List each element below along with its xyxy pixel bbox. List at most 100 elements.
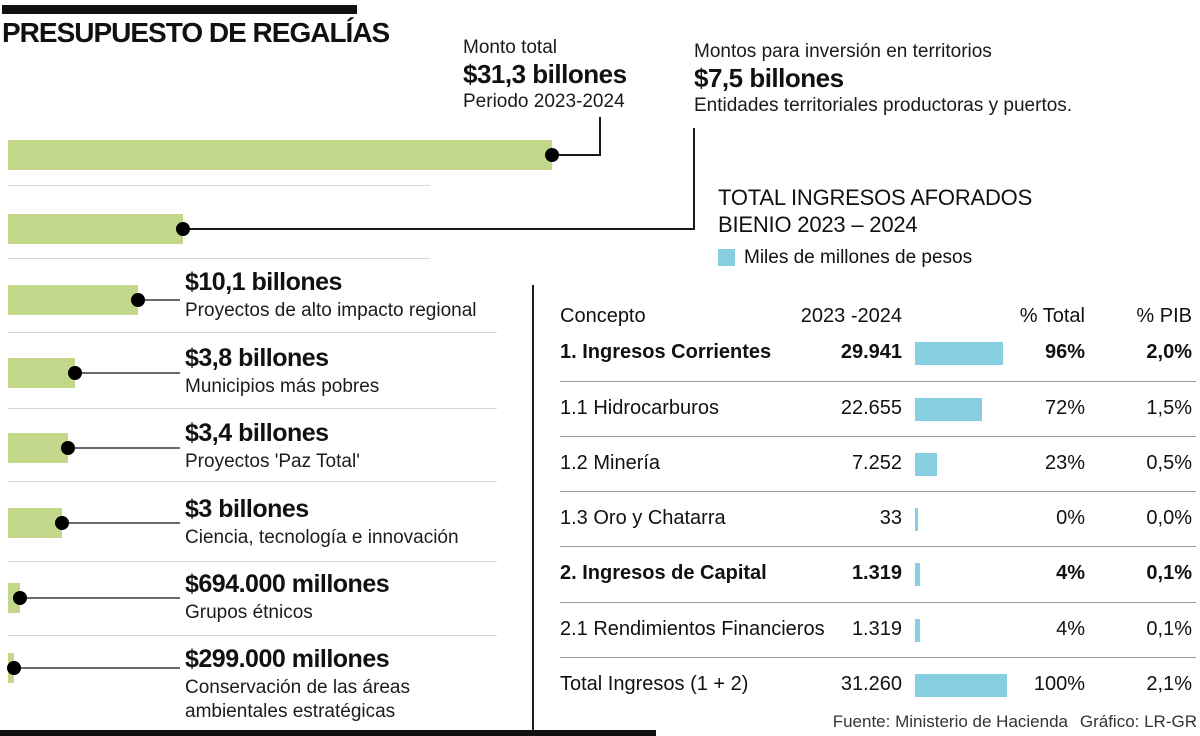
cell-concept: 1. Ingresos Corrientes [560, 341, 772, 363]
cell-concept: 2.1 Rendimientos Financieros [560, 618, 825, 640]
cell-concept: 1.3 Oro y Chatarra [560, 507, 726, 529]
cell-pct-pib: 1,5% [1146, 397, 1192, 419]
bar-monto-total [8, 140, 552, 170]
callout-territorios-value: $7,5 billones [694, 63, 844, 93]
row-separator [8, 332, 497, 333]
cell-pct-total: 100% [1033, 673, 1085, 695]
table-separator [560, 657, 1196, 658]
callout-monto-total: Monto total $31,3 billones Periodo 2023-… [463, 36, 627, 113]
connector-dot [545, 148, 559, 162]
cell-pct-total: 4% [1056, 562, 1085, 584]
callout-monto-total-label: Monto total [463, 37, 557, 58]
connector-dot [61, 441, 75, 455]
label-grupos-etnicos: $694.000 millones Grupos étnicos [185, 570, 390, 625]
bar-paz-total [8, 433, 68, 463]
bar-municipios [8, 358, 75, 388]
row-separator [8, 258, 430, 259]
value-bar [915, 674, 1007, 697]
cell-value: 1.319 [851, 618, 902, 640]
label-desc: Grupos étnicos [185, 602, 313, 623]
graphic-credit: Gráfico: LR-GR [1079, 712, 1197, 731]
table-header-row: Concepto 2023 -2024 % Total % PIB [560, 302, 1196, 332]
connector-dot [68, 366, 82, 380]
cell-concept: Total Ingresos (1 + 2) [560, 673, 749, 695]
connector-line [183, 228, 695, 230]
label-ciencia: $3 billones Ciencia, tecnología e innova… [185, 495, 459, 550]
value-bar [915, 563, 920, 586]
connector-dot [131, 293, 145, 307]
bar-ciencia [8, 508, 62, 538]
value-bar [915, 508, 918, 531]
cell-value: 1.319 [851, 562, 902, 584]
callout-monto-total-value: $31,3 billones [463, 59, 627, 89]
col-pct-pib: % PIB [1136, 305, 1192, 327]
row-separator [8, 635, 497, 636]
connector-line [20, 597, 180, 599]
label-desc: Proyectos de alto impacto regional [185, 300, 477, 321]
cell-value: 31.260 [840, 673, 902, 695]
label-conservacion: $299.000 millones Conservación de las ár… [185, 645, 410, 724]
table-separator [560, 491, 1196, 492]
footer-rule [0, 730, 656, 736]
cell-pct-pib: 2,0% [1146, 341, 1192, 363]
bar-territorios [8, 214, 183, 244]
value-bar [915, 342, 1003, 365]
col-concepto: Concepto [560, 305, 646, 327]
label-amount: $10,1 billones [185, 268, 342, 296]
table-title-line1: TOTAL INGRESOS AFORADOS [718, 185, 1033, 210]
value-bar [915, 453, 937, 476]
row-separator [8, 408, 497, 409]
table-row: 1. Ingresos Corrientes 29.941 96% 2,0% [560, 338, 1196, 368]
table-row: Total Ingresos (1 + 2) 31.260 100% 2,1% [560, 670, 1196, 700]
cell-pct-pib: 0,0% [1146, 507, 1192, 529]
label-amount: $3,8 billones [185, 344, 329, 372]
label-amount: $694.000 millones [185, 570, 390, 598]
cell-pct-pib: 0,1% [1146, 562, 1192, 584]
table-row: 1.3 Oro y Chatarra 33 0% 0,0% [560, 504, 1196, 534]
connector-line [75, 372, 180, 374]
label-municipios: $3,8 billones Municipios más pobres [185, 344, 379, 399]
table-title-line2: BIENIO 2023 – 2024 [718, 212, 918, 237]
cell-pct-pib: 0,1% [1146, 618, 1192, 640]
connector-line [62, 522, 180, 524]
table-separator [560, 546, 1196, 547]
callout-territorios-desc: Entidades territoriales productoras y pu… [694, 95, 1073, 116]
label-desc: Conservación de las áreas ambientales es… [185, 677, 410, 722]
connector-dot [55, 516, 69, 530]
cell-pct-total: 4% [1056, 618, 1085, 640]
connector-line [599, 117, 601, 156]
connector-line [552, 154, 601, 156]
label-amount: $3 billones [185, 495, 309, 523]
callout-monto-total-period: Periodo 2023-2024 [463, 91, 625, 112]
bar-alto-impacto [8, 285, 138, 315]
table-row: 2. Ingresos de Capital 1.319 4% 0,1% [560, 559, 1196, 589]
table-row: 1.1 Hidrocarburos 22.655 72% 1,5% [560, 394, 1196, 424]
label-desc: Proyectos 'Paz Total' [185, 451, 360, 472]
table-row: 2.1 Rendimientos Financieros 1.319 4% 0,… [560, 615, 1196, 645]
col-pct-total: % Total [1019, 305, 1085, 327]
row-separator [8, 481, 497, 482]
page-title: PRESUPUESTO DE REGALÍAS [2, 17, 390, 48]
cell-value: 22.655 [840, 397, 902, 419]
panel-divider [532, 285, 534, 736]
connector-line [14, 667, 180, 669]
connector-line [693, 128, 695, 230]
cell-value: 7.252 [851, 452, 902, 474]
legend-swatch-icon [718, 249, 735, 266]
cell-concept: 1.2 Minería [560, 452, 661, 474]
label-alto-impacto: $10,1 billones Proyectos de alto impacto… [185, 268, 477, 323]
row-separator [8, 561, 497, 562]
table-separator [560, 381, 1196, 382]
connector-dot [176, 222, 190, 236]
value-bar [915, 619, 920, 642]
callout-territorios: Montos para inversión en territorios $7,… [694, 40, 1072, 117]
source-credit: Fuente: Ministerio de Hacienda [832, 712, 1068, 731]
cell-pct-total: 23% [1044, 452, 1085, 474]
row-separator [8, 185, 430, 186]
cell-pct-pib: 2,1% [1146, 673, 1192, 695]
cell-concept: 1.1 Hidrocarburos [560, 397, 719, 419]
label-paz-total: $3,4 billones Proyectos 'Paz Total' [185, 419, 360, 474]
cell-pct-total: 72% [1044, 397, 1085, 419]
connector-dot [7, 661, 21, 675]
label-amount: $3,4 billones [185, 419, 329, 447]
